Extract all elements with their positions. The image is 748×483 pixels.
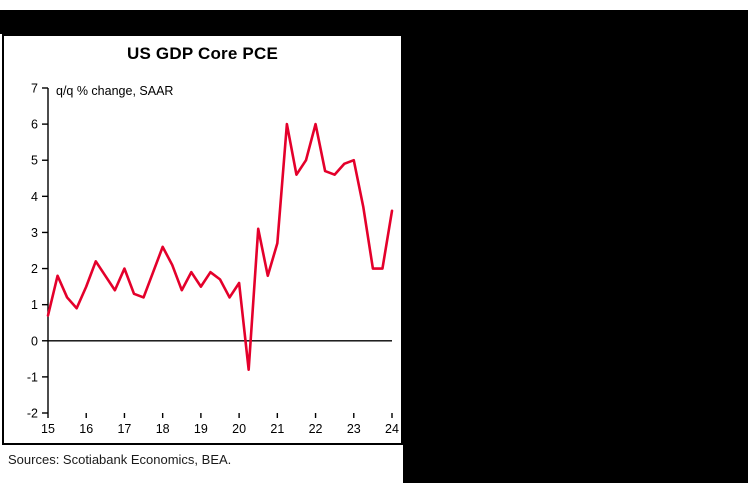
y-tick-label: 4: [31, 190, 38, 204]
source-note: Sources: Scotiabank Economics, BEA.: [8, 452, 232, 467]
y-tick-label: 3: [31, 226, 38, 240]
y-tick-label: 2: [31, 262, 38, 276]
chart-annotation: q/q % change, SAAR: [56, 84, 174, 98]
top-black-bar: [0, 10, 748, 34]
x-tick-label: 19: [194, 422, 208, 436]
chart-panel: 7 6 5 4 3 2 1 0 -1 -2 15 16 17 18 19 20 21 22 23 24 US GDP …: [2, 34, 403, 445]
x-tick-label: 15: [41, 422, 55, 436]
x-tick-label: 23: [347, 422, 361, 436]
x-tick-label: 20: [232, 422, 246, 436]
y-tick-label: 7: [31, 82, 38, 96]
x-tick-label: 17: [117, 422, 131, 436]
y-tick-label: 5: [31, 154, 38, 168]
y-tick-label: 1: [31, 298, 38, 312]
right-black-panel: [403, 34, 748, 483]
core-pce-line: [46, 122, 394, 371]
x-tick-label: 22: [309, 422, 323, 436]
x-tick-label: 16: [79, 422, 93, 436]
x-tick-label: 18: [156, 422, 170, 436]
y-tick-label: 6: [31, 118, 38, 132]
y-tick-label: 0: [31, 334, 38, 348]
x-tick-label: 24: [385, 422, 399, 436]
chart-title: US GDP Core PCE: [126, 44, 278, 63]
y-tick-label: -1: [27, 370, 38, 384]
x-tick-label: 21: [270, 422, 284, 436]
y-tick-label: -2: [27, 407, 38, 421]
